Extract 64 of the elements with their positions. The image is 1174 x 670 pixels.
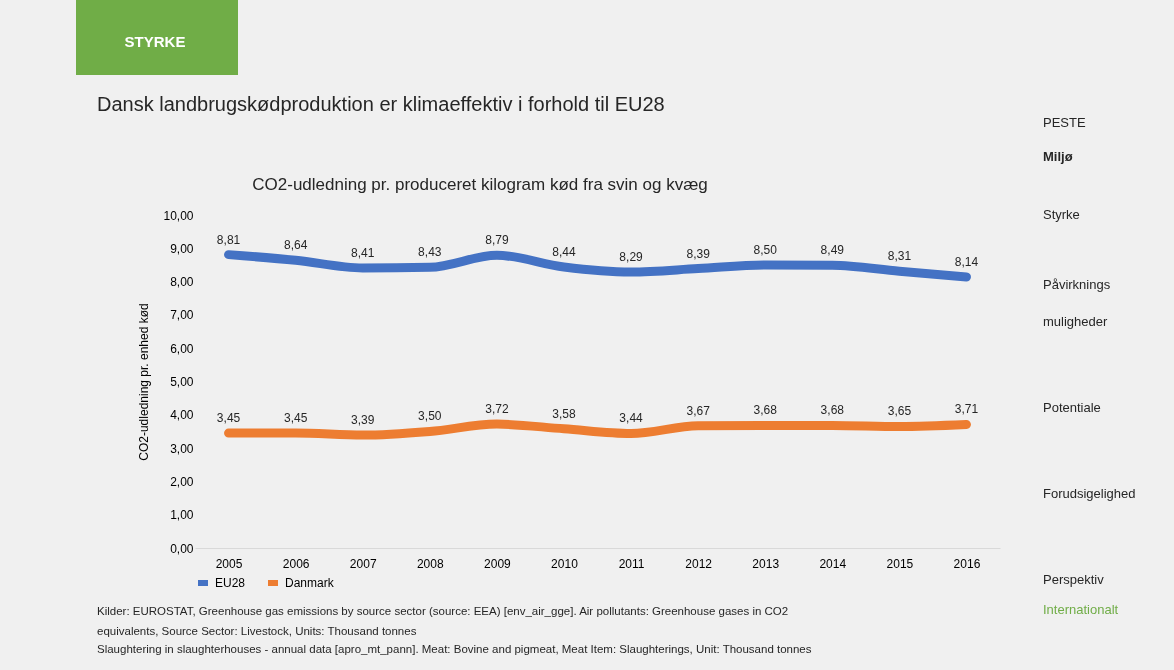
data-label: 3,71 [954,402,979,417]
text: Slaughtering in slaughterhouses - annual data [apro_mt_pann]. Meat: Bovine and pigmeat, Meat Item: Slaughterings, Unit: Thousand tonnes [97,643,812,655]
data-label: 8,81 [216,232,241,247]
text: equivalents, Source Sector: Livestock, Units: Thousand tonnes [97,625,417,637]
data-label: 3,45 [283,411,308,426]
text: STYRKE [124,33,186,50]
data-label: 3,68 [753,403,778,418]
y-tick-label: 2,00 [170,474,194,489]
data-label: 3,45 [216,411,241,426]
data-label: 8,64 [283,238,308,253]
data-label: 8,41 [351,245,375,260]
text: Internationalt [1043,602,1119,617]
legend-label: EU28 [215,576,246,590]
x-tick-label: 2007 [349,556,377,571]
data-label: 3,44 [619,411,644,426]
data-label: 3,39 [351,413,375,428]
x-tick-label: 2005 [215,556,243,571]
x-tick-label: 2015 [886,556,914,571]
data-label: 8,49 [820,243,845,258]
x-tick-label: 2009 [484,556,512,571]
text: Potentiale [1043,400,1101,415]
data-label: 3,65 [887,404,912,419]
data-label: 3,67 [686,403,711,418]
text: Dansk landbrugskødproduktion er klimaeffektiv i forhold til EU28 [97,93,665,115]
y-tick-label: 8,00 [170,275,194,290]
text: Forudsigelighed [1043,486,1136,501]
y-tick-label: 6,00 [170,341,194,356]
data-label: 8,39 [686,246,711,261]
data-label: 8,14 [954,254,979,269]
y-tick-label: 4,00 [170,408,194,423]
x-tick-label: 2012 [685,556,713,571]
chart-title: CO2-udledning pr. produceret kilogram kød fra svin og kvæg [252,175,708,194]
data-label: 8,79 [485,233,509,248]
x-tick-label: 2010 [551,556,579,571]
x-tick-label: 2011 [618,556,645,571]
data-label: 8,31 [887,249,912,264]
y-tick-label: 10,00 [163,208,194,223]
y-tick-label: 3,00 [170,441,194,456]
data-label: 8,29 [619,249,644,264]
y-tick-label: 9,00 [170,241,194,256]
data-label: 8,44 [552,244,576,259]
legend-label: Danmark [285,576,335,590]
data-label: 8,50 [753,242,778,257]
x-tick-label: 2008 [416,556,444,571]
data-label: 3,68 [820,403,845,418]
x-tick-label: 2014 [819,556,847,571]
text: Påvirknings muligheder [1043,277,1111,329]
text: Miljø [1043,149,1073,164]
data-label: 8,43 [418,245,442,260]
x-tick-label: 2013 [752,556,780,571]
text: PESTE [1043,115,1086,130]
x-tick-label: 2016 [953,556,981,571]
y-tick-label: 0,00 [170,541,194,556]
data-label: 3,58 [552,406,576,421]
y-axis-title: CO2-udledning pr. enhed kød [137,303,152,461]
text: Kilder: EUROSTAT, Greenhouse gas emissions by source sector (source: EEA) [env_air_gge]. Air pollutants: Greenhouse gases in CO2 [97,605,789,617]
y-tick-label: 7,00 [170,308,194,323]
data-label: 3,50 [418,409,442,424]
data-label: 3,72 [485,402,509,417]
x-tick-label: 2006 [282,556,310,571]
text: Perspektiv [1043,572,1105,587]
y-tick-label: 1,00 [170,508,194,523]
y-tick-label: 5,00 [170,375,194,389]
text: Styrke [1043,207,1080,222]
